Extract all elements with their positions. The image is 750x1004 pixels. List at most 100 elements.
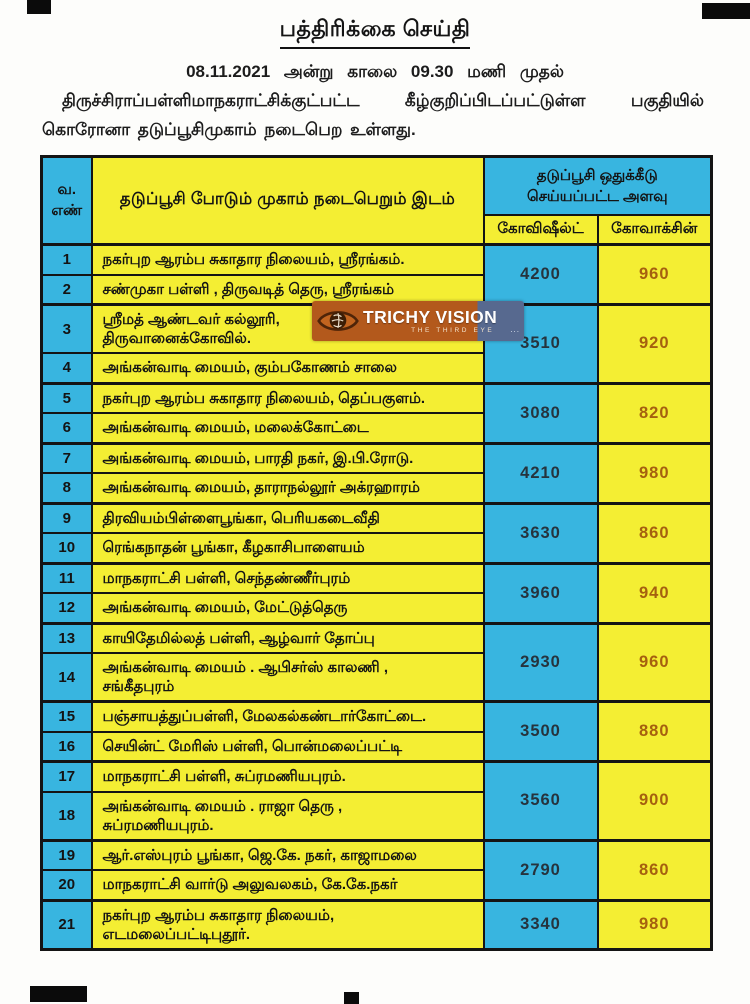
camp-place-cell: ஆர்.எஸ்புரம் பூங்கா, ஜெ.கே. நகர், காஜாமல… bbox=[90, 838, 485, 871]
table-row: 12 அங்கன்வாடி மையம், மேட்டுத்தெரு bbox=[40, 592, 712, 624]
serial-number-cell: 20 bbox=[40, 869, 93, 901]
serial-number-cell: 7 bbox=[40, 441, 93, 474]
table-row: 4 அங்கன்வாடி மையம், கும்பகோணம் சாலை bbox=[40, 352, 712, 384]
camp-place-cell: அங்கன்வாடி மையம், பாரதி நகர், இ.பி.ரோடு. bbox=[90, 441, 485, 474]
serial-number-cell: 18 bbox=[40, 790, 93, 841]
covishield-value-cell: 2790 bbox=[482, 838, 599, 901]
serial-number-cell: 8 bbox=[40, 472, 93, 504]
table-row: 2 சண்முகா பள்ளி , திருவடித் தெரு, ஸ்ரீரங்… bbox=[40, 273, 712, 306]
camp-place-cell: பஞ்சாயத்துப்பள்ளி, மேலகல்கண்டார்கோட்டை. bbox=[90, 700, 485, 733]
table-row: 7 அங்கன்வாடி மையம், பாரதி நகர், இ.பி.ரோடு… bbox=[40, 441, 713, 504]
covishield-value-cell: 3630 bbox=[482, 501, 599, 564]
camp-place-cell: செயின்ட் மேரிஸ் பள்ளி, பொன்மலைப்பட்டி bbox=[90, 730, 485, 763]
table-row: 9 திரவியம்பிள்ளைபூங்கா, பெரியகடைவீதி 3630 8… bbox=[40, 501, 713, 564]
vaccination-camp-table: வ. எண் தடுப்பூசி போடும் முகாம் நடைபெறும்… bbox=[40, 155, 714, 951]
covaxin-value-cell: 940 bbox=[596, 561, 713, 624]
serial-number-cell: 13 bbox=[40, 621, 93, 654]
table-row: 18 அங்கன்வாடி மையம் . ராஜா தெரு , சுப்ரமண… bbox=[40, 790, 712, 841]
table-row: 19 ஆர்.எஸ்புரம் பூங்கா, ஜெ.கே. நகர், காஜா… bbox=[40, 838, 713, 901]
camp-place-cell: அங்கன்வாடி மையம் . ராஜா தெரு , சுப்ரமணிய… bbox=[90, 790, 485, 841]
scan-artifact-mark bbox=[27, 0, 51, 14]
camp-place-cell: நகர்புற ஆரம்ப சுகாதார நிலையம், தெப்பகுளம… bbox=[90, 381, 485, 414]
header-camp-place: தடுப்பூசி போடும் முகாம் நடைபெறும் இடம் bbox=[90, 155, 485, 246]
camp-place-cell: மாநகராட்சி பள்ளி, செந்தண்ணீர்புரம் bbox=[90, 561, 485, 594]
covishield-value-cell: 2930 bbox=[482, 621, 599, 703]
header-covishield: கோவிஷீல்ட் bbox=[482, 213, 599, 246]
header-covaxin: கோவாக்சின் bbox=[596, 213, 713, 246]
camp-place-cell: மாநகராட்சி வார்டு அலுவலகம், கே.கே.நகர் bbox=[90, 869, 485, 901]
serial-number-cell: 17 bbox=[40, 760, 93, 793]
table-row: 17 மாநகராட்சி பள்ளி, சுப்ரமணியபுரம். 3560 9… bbox=[40, 760, 713, 841]
serial-number-cell: 21 bbox=[40, 898, 93, 950]
camp-place-cell: மாநகராட்சி பள்ளி, சுப்ரமணியபுரம். bbox=[90, 760, 485, 793]
covaxin-value-cell: 960 bbox=[596, 243, 713, 306]
serial-number-cell: 6 bbox=[40, 412, 93, 444]
camp-place-cell: நகர்புற ஆரம்ப சுகாதார நிலையம், எடமலைப்பட… bbox=[90, 898, 485, 950]
header-vaccine-allocation: தடுப்பூசி ஒதுக்கீடு செய்யப்பட்ட அளவு bbox=[482, 155, 713, 216]
covaxin-value-cell: 960 bbox=[596, 621, 713, 703]
covaxin-value-cell: 980 bbox=[596, 441, 713, 504]
trichy-vision-watermark: TRICHY VISION THE THIRD EYE ... bbox=[312, 301, 524, 341]
table-row: 6 அங்கன்வாடி மையம், மலைக்கோட்டை bbox=[40, 412, 712, 444]
header-serial-number: வ. எண் bbox=[40, 155, 93, 246]
page-title: பத்திரிக்கை செய்தி bbox=[0, 0, 750, 49]
serial-number-cell: 5 bbox=[40, 381, 93, 414]
serial-number-cell: 12 bbox=[40, 592, 93, 624]
camp-place-cell: ரெங்கநாதன் பூங்கா, கீழகாசிபாளையம் bbox=[90, 532, 485, 564]
camp-place-cell: அங்கன்வாடி மையம் . ஆபிசர்ஸ் காலணி , சங்க… bbox=[90, 652, 485, 703]
covishield-value-cell: 4210 bbox=[482, 441, 599, 504]
intro-line-area: திருச்சிராப்பள்ளிமாநகராட்சிக்குட்பட்ட கீ… bbox=[62, 91, 704, 110]
serial-number-cell: 14 bbox=[40, 652, 93, 703]
covaxin-value-cell: 860 bbox=[596, 838, 713, 901]
covishield-value-cell: 3960 bbox=[482, 561, 599, 624]
table-row: 14 அங்கன்வாடி மையம் . ஆபிசர்ஸ் காலணி , சங… bbox=[40, 652, 712, 703]
table-row: 1 நகர்புற ஆரம்ப சுகாதார நிலையம், ஸ்ரீரங்க… bbox=[40, 243, 713, 306]
watermark-tagline: THE THIRD EYE bbox=[411, 326, 495, 334]
serial-number-cell: 1 bbox=[40, 243, 93, 276]
watermark-name: TRICHY VISION bbox=[363, 306, 498, 327]
camp-place-cell: அங்கன்வாடி மையம், மேட்டுத்தெரு bbox=[90, 592, 485, 624]
scan-artifact-mark bbox=[702, 3, 750, 19]
covaxin-value-cell: 980 bbox=[596, 898, 713, 950]
serial-number-cell: 3 bbox=[40, 303, 93, 354]
scan-artifact-mark bbox=[30, 986, 87, 1002]
camp-place-cell: காயிதேமில்லத் பள்ளி, ஆழ்வார் தோப்பு bbox=[90, 621, 485, 654]
serial-number-cell: 4 bbox=[40, 352, 93, 384]
camp-place-cell: அங்கன்வாடி மையம், மலைக்கோட்டை bbox=[90, 412, 485, 444]
serial-number-cell: 15 bbox=[40, 700, 93, 733]
table-row: 21 நகர்புற ஆரம்ப சுகாதார நிலையம், எடமலைப்… bbox=[40, 898, 713, 950]
table-row: 15 பஞ்சாயத்துப்பள்ளி, மேலகல்கண்டார்கோட்டை… bbox=[40, 700, 713, 763]
table-row: 11 மாநகராட்சி பள்ளி, செந்தண்ணீர்புரம் 3960… bbox=[40, 561, 713, 624]
watermark-dots: ... bbox=[510, 325, 520, 334]
scan-artifact-mark bbox=[344, 992, 359, 1004]
covaxin-value-cell: 860 bbox=[596, 501, 713, 564]
table-row: 20 மாநகராட்சி வார்டு அலுவலகம், கே.கே.நகர் bbox=[40, 869, 712, 901]
intro-line-datetime: 08.11.2021 அன்று காலை 09.30 மணி முதல் bbox=[186, 62, 564, 81]
covaxin-value-cell: 820 bbox=[596, 381, 713, 444]
camp-place-cell: திரவியம்பிள்ளைபூங்கா, பெரியகடைவீதி bbox=[90, 501, 485, 534]
covaxin-value-cell: 920 bbox=[596, 303, 713, 384]
vaccination-table-body: 1 நகர்புற ஆரம்ப சுகாதார நிலையம், ஸ்ரீரங்க… bbox=[40, 243, 713, 950]
table-row: 16 செயின்ட் மேரிஸ் பள்ளி, பொன்மலைப்பட்டி bbox=[40, 730, 712, 763]
table-row: 8 அங்கன்வாடி மையம், தாராநல்லூர் அக்ரஹாரம் bbox=[40, 472, 712, 504]
covishield-value-cell: 3340 bbox=[482, 898, 599, 950]
table-row: 13 காயிதேமில்லத் பள்ளி, ஆழ்வார் தோப்பு 293… bbox=[40, 621, 713, 703]
camp-place-cell: அங்கன்வாடி மையம், கும்பகோணம் சாலை bbox=[90, 352, 485, 384]
table-row: 10 ரெங்கநாதன் பூங்கா, கீழகாசிபாளையம் bbox=[40, 532, 712, 564]
covaxin-value-cell: 880 bbox=[596, 700, 713, 763]
serial-number-cell: 16 bbox=[40, 730, 93, 763]
covishield-value-cell: 3560 bbox=[482, 760, 599, 841]
serial-number-cell: 10 bbox=[40, 532, 93, 564]
camp-place-cell: அங்கன்வாடி மையம், தாராநல்லூர் அக்ரஹாரம் bbox=[90, 472, 485, 504]
table-row: 5 நகர்புற ஆரம்ப சுகாதார நிலையம், தெப்பகுள… bbox=[40, 381, 713, 444]
serial-number-cell: 9 bbox=[40, 501, 93, 534]
covishield-value-cell: 3080 bbox=[482, 381, 599, 444]
watermark-text: TRICHY VISION THE THIRD EYE ... bbox=[363, 306, 524, 334]
serial-number-cell: 2 bbox=[40, 273, 93, 306]
eye-icon bbox=[317, 311, 359, 331]
covishield-value-cell: 4200 bbox=[482, 243, 599, 306]
serial-number-cell: 11 bbox=[40, 561, 93, 594]
intro-line-event: கொரோனா தடுப்பூசிமுகாம் நடைபெற உள்ளது. bbox=[42, 120, 416, 139]
covaxin-value-cell: 900 bbox=[596, 760, 713, 841]
covishield-value-cell: 3500 bbox=[482, 700, 599, 763]
